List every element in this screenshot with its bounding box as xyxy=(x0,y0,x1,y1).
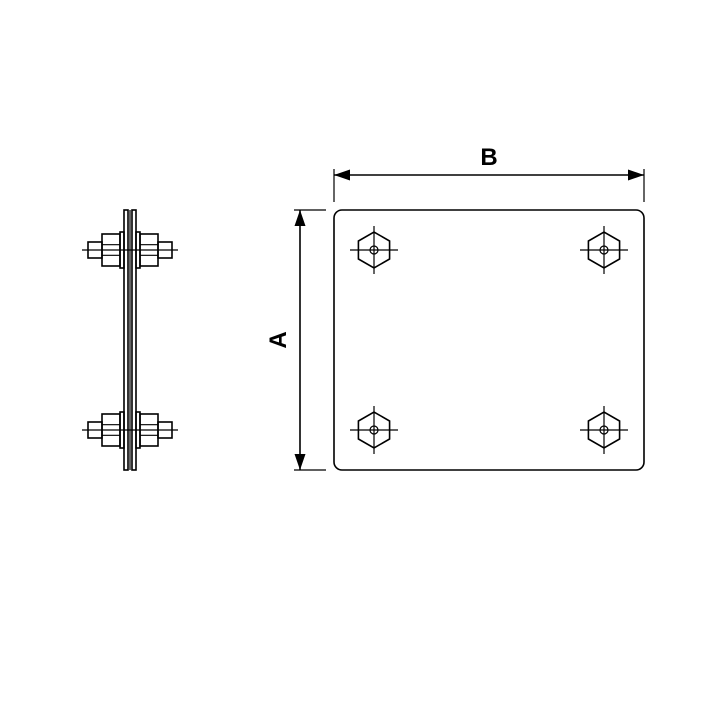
bolt-hex xyxy=(350,226,398,274)
dimension-b: B xyxy=(334,144,644,202)
bolt-hex xyxy=(350,406,398,454)
dimension-a: A xyxy=(265,210,326,470)
dim-a-label: A xyxy=(265,331,292,348)
bolt-hex xyxy=(580,226,628,274)
plate-outline xyxy=(334,210,644,470)
bolt-hex xyxy=(580,406,628,454)
technical-drawing: BA xyxy=(0,0,724,724)
dim-b-label: B xyxy=(480,144,497,171)
side-view xyxy=(82,210,178,470)
